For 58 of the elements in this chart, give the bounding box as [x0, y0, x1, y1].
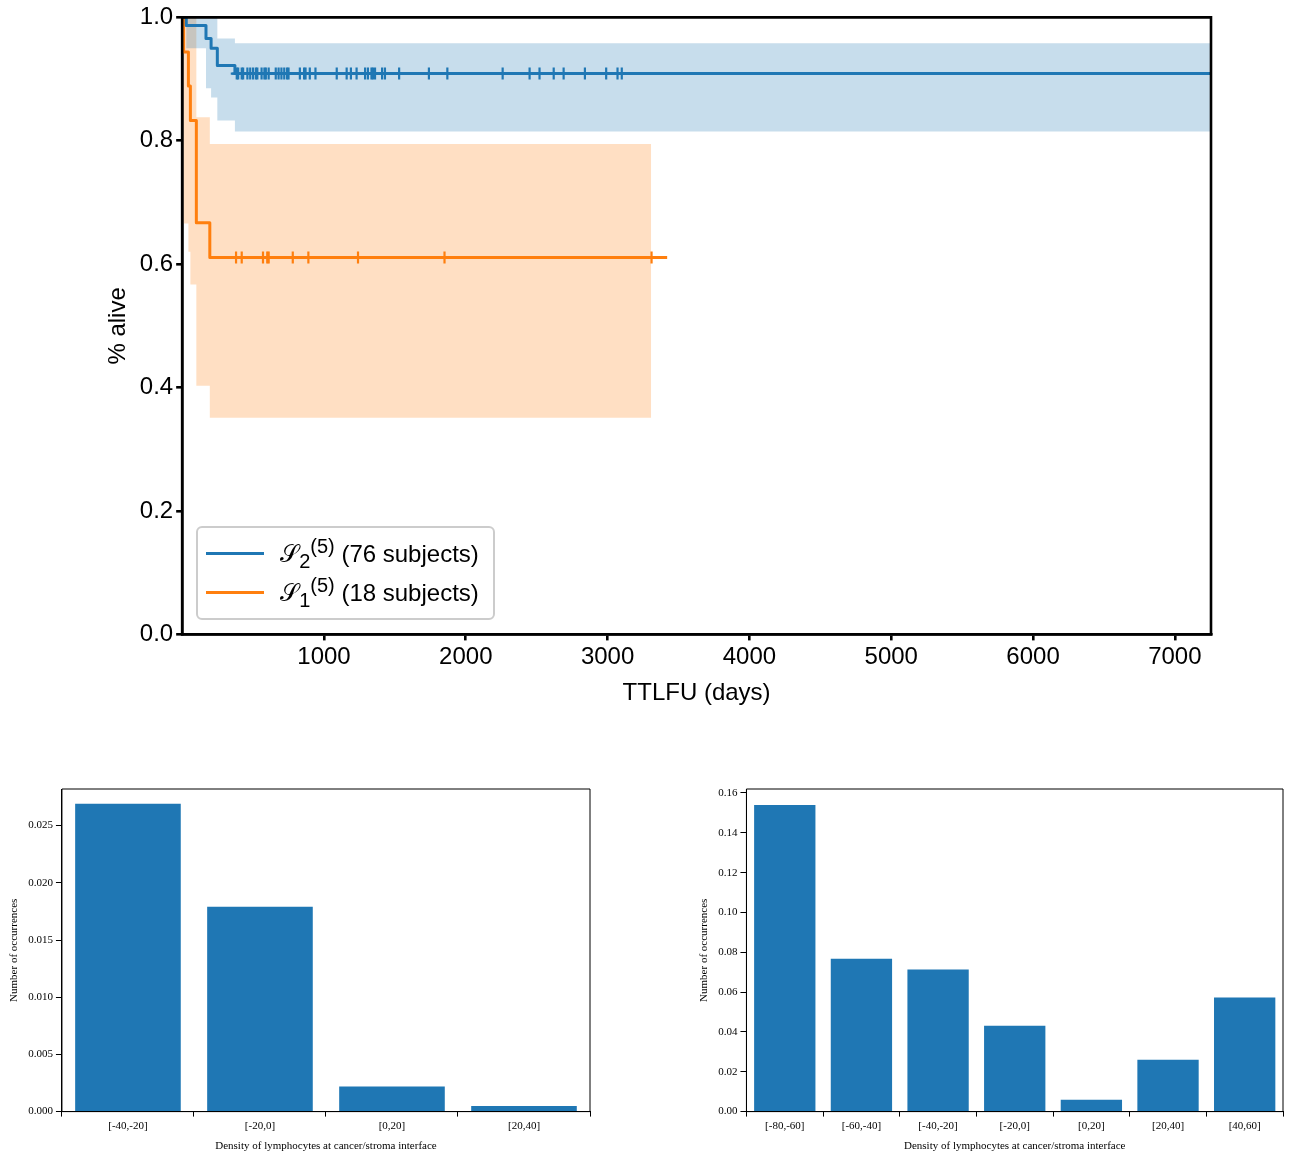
y-tick-label: 1.0 [139, 2, 174, 30]
x-tick-label: [20,40] [507, 1119, 541, 1132]
y-tick-label: 0.2 [139, 495, 174, 523]
y-tick-label: 0.020 [28, 875, 54, 888]
y-axis-title: Number of occurrences [7, 898, 20, 1002]
x-axis-title: Density of lymphocytes at cancer/stroma interface [904, 1139, 1126, 1152]
x-tick-label: [20,40] [1151, 1119, 1185, 1132]
x-tick-label: [40,60] [1228, 1119, 1261, 1132]
y-tick-label: 0.00 [718, 1104, 738, 1117]
x-tick-label: 5000 [864, 642, 918, 670]
legend-label: 𝒮$_{2}$$^{(5)}$ (76 subjects) [280, 534, 479, 573]
bar [75, 803, 181, 1112]
x-tick-label: [-60,-40] [841, 1119, 882, 1132]
x-tick-label: [-20,0] [244, 1119, 276, 1132]
x-tick-label: 4000 [722, 642, 777, 670]
bar [1214, 997, 1276, 1112]
y-tick-label: 0.04 [718, 1024, 738, 1037]
y-tick-label: 0.12 [718, 865, 738, 878]
y-tick-label: 0.10 [718, 905, 738, 918]
y-tick-label: 0.8 [139, 125, 174, 153]
y-axis-title: % alive [103, 287, 131, 365]
x-tick-label: [-20,0] [999, 1119, 1030, 1132]
y-tick-label: 0.6 [139, 248, 174, 276]
y-tick-label: 0.08 [718, 945, 738, 958]
bar [471, 1105, 577, 1112]
x-tick-label: [0,20] [1078, 1119, 1105, 1132]
x-tick-label: 1000 [297, 642, 351, 670]
y-tick-label: 0.02 [718, 1064, 738, 1077]
bar [207, 906, 313, 1112]
y-tick-label: 0.000 [28, 1104, 54, 1117]
bar [1137, 1059, 1199, 1112]
y-axis-title: Number of occurrences [697, 898, 710, 1002]
legend-label: 𝒮$_{1}$$^{(5)}$ (18 subjects) [280, 573, 479, 612]
y-tick-label: 0.025 [28, 818, 54, 831]
x-tick-label: 3000 [580, 642, 635, 670]
y-tick-label: 0.14 [718, 825, 738, 838]
y-tick-label: 0.0 [139, 619, 174, 647]
x-axis-title: Density of lymphocytes at cancer/stroma interface [215, 1139, 437, 1152]
x-tick-label: 7000 [1148, 642, 1202, 670]
x-tick-label: [-40,-20] [918, 1119, 958, 1132]
y-tick-label: 0.06 [718, 985, 738, 998]
x-tick-label: [0,20] [378, 1119, 406, 1132]
x-tick-label: [-40,-20] [108, 1119, 148, 1132]
y-tick-label: 0.015 [28, 932, 54, 945]
y-tick-label: 0.16 [718, 785, 738, 798]
bar [1060, 1099, 1123, 1112]
bar [984, 1025, 1046, 1112]
x-axis-title: TTLFU (days) [622, 678, 771, 706]
bar [830, 958, 893, 1112]
bar [339, 1086, 445, 1112]
bar [754, 804, 816, 1112]
x-tick-label: [-80,-60] [765, 1119, 805, 1132]
y-tick-label: 0.4 [139, 372, 174, 400]
bar [907, 969, 969, 1112]
x-tick-label: 2000 [439, 642, 493, 670]
x-tick-label: 6000 [1006, 642, 1060, 670]
y-tick-label: 0.010 [28, 990, 54, 1003]
y-tick-label: 0.005 [28, 1047, 54, 1060]
